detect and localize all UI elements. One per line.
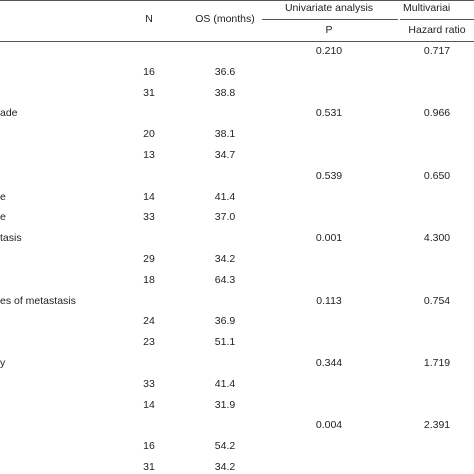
row-label: ade bbox=[0, 107, 18, 119]
cell-p: 0.344 bbox=[315, 357, 343, 369]
cell-os: 31.9 bbox=[214, 399, 236, 411]
cell-p: 0.004 bbox=[315, 419, 343, 431]
cell-os: 37.0 bbox=[214, 211, 236, 223]
column-header-p: P bbox=[325, 24, 333, 36]
cell-hazard-ratio: 0.650 bbox=[423, 170, 451, 182]
univariate-rule bbox=[262, 19, 398, 20]
row-label: es of metastasis bbox=[0, 295, 76, 307]
cell-n: 31 bbox=[143, 87, 155, 99]
cell-n: 33 bbox=[143, 378, 155, 390]
column-header-hazard-ratio: Hazard ratio bbox=[408, 24, 466, 36]
cell-hazard-ratio: 0.966 bbox=[423, 107, 451, 119]
cell-n: 23 bbox=[143, 336, 155, 348]
column-header-n: N bbox=[145, 13, 153, 25]
cell-os: 51.1 bbox=[214, 336, 236, 348]
column-header-univariate: Univariate analysis bbox=[284, 2, 374, 14]
cell-hazard-ratio: 0.717 bbox=[423, 45, 451, 57]
cell-n: 16 bbox=[143, 440, 155, 452]
cell-n: 13 bbox=[143, 149, 155, 161]
cell-hazard-ratio: 0.754 bbox=[423, 295, 451, 307]
cell-n: 16 bbox=[143, 66, 155, 78]
cell-p: 0.210 bbox=[315, 45, 343, 57]
cell-n: 29 bbox=[143, 253, 155, 265]
cell-hazard-ratio: 4.300 bbox=[423, 232, 451, 244]
cell-n: 14 bbox=[143, 191, 155, 203]
cell-hazard-ratio: 2.391 bbox=[423, 419, 451, 431]
row-label: e bbox=[0, 191, 6, 203]
table-top-rule bbox=[0, 0, 474, 1]
cell-n: 20 bbox=[143, 128, 155, 140]
cell-os: 41.4 bbox=[214, 191, 236, 203]
cell-os: 41.4 bbox=[214, 378, 236, 390]
cell-n: 14 bbox=[143, 399, 155, 411]
cell-os: 38.1 bbox=[214, 128, 236, 140]
cell-os: 36.9 bbox=[214, 315, 236, 327]
cell-os: 34.2 bbox=[214, 461, 236, 473]
cell-os: 64.3 bbox=[214, 274, 236, 286]
cell-os: 34.2 bbox=[214, 253, 236, 265]
cell-p: 0.001 bbox=[315, 232, 343, 244]
row-label: y bbox=[0, 357, 6, 369]
multivariate-rule bbox=[400, 19, 474, 20]
cell-n: 24 bbox=[143, 315, 155, 327]
row-label: tasis bbox=[0, 232, 22, 244]
cell-os: 38.8 bbox=[214, 87, 236, 99]
cell-n: 33 bbox=[143, 211, 155, 223]
header-bottom-rule bbox=[0, 41, 474, 42]
cell-os: 34.7 bbox=[214, 149, 236, 161]
cell-os: 54.2 bbox=[214, 440, 236, 452]
cell-n: 31 bbox=[143, 461, 155, 473]
cell-hazard-ratio: 1.719 bbox=[423, 357, 451, 369]
cell-n: 18 bbox=[143, 274, 155, 286]
cell-p: 0.539 bbox=[315, 170, 343, 182]
row-label: e bbox=[0, 211, 6, 223]
column-header-os: OS (months) bbox=[195, 13, 255, 25]
column-header-multivariate: Multivariai bbox=[403, 2, 451, 14]
cell-p: 0.531 bbox=[315, 107, 343, 119]
cell-p: 0.113 bbox=[316, 295, 342, 307]
cell-os: 36.6 bbox=[214, 66, 236, 78]
